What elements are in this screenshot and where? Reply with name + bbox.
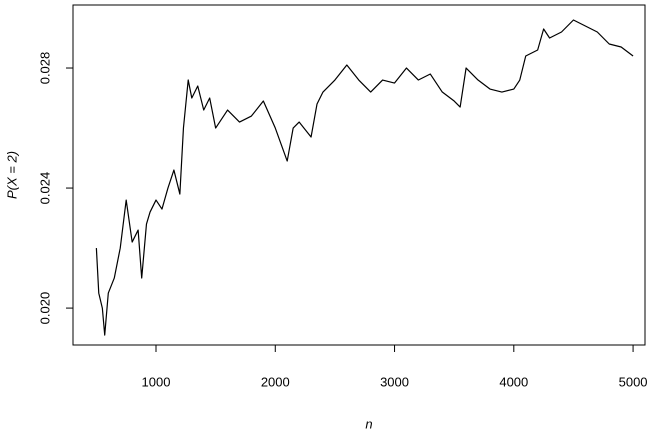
y-tick-label: 0.028 xyxy=(37,52,52,85)
plot-frame xyxy=(72,4,646,346)
x-tick-label: 4000 xyxy=(499,374,528,389)
data-line xyxy=(95,19,634,336)
y-tick-label: 0.024 xyxy=(37,172,52,205)
x-tick-label: 1000 xyxy=(142,374,171,389)
x-tick-label: 5000 xyxy=(619,374,648,389)
y-axis-label: P(X = 2) xyxy=(4,151,19,199)
x-tick-label: 3000 xyxy=(380,374,409,389)
y-tick-label: 0.020 xyxy=(37,292,52,325)
x-tick-label: 2000 xyxy=(261,374,290,389)
x-axis-label: n xyxy=(365,416,372,431)
